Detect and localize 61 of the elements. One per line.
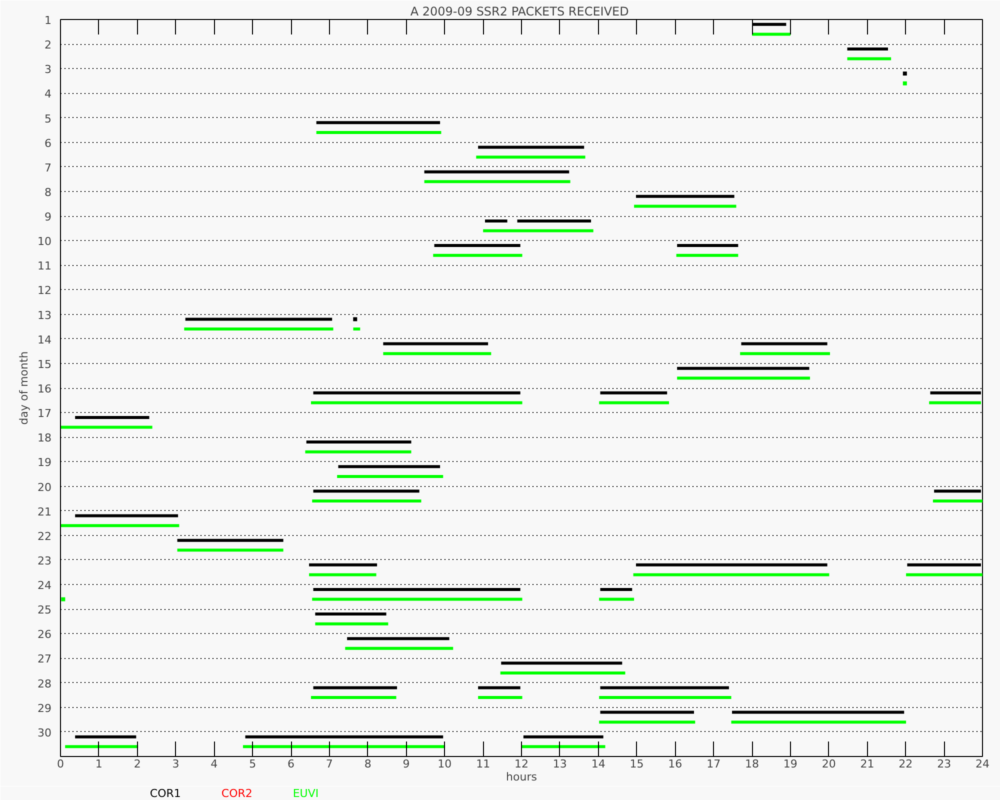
x-tick-label: 14: [591, 758, 606, 770]
text: COR1: [150, 787, 181, 800]
x-tick-label: 7: [326, 758, 333, 770]
x-tick-label: 15: [630, 758, 644, 770]
y-tick-label: 6: [44, 136, 52, 150]
y-tick-label: 3: [44, 63, 52, 76]
y-tick-label: 8: [44, 186, 52, 199]
y-tick-label: 10: [38, 235, 52, 248]
y-tick-label: 29: [38, 702, 52, 715]
y-tick-label: 11: [38, 260, 52, 273]
y-tick-label: 16: [38, 382, 52, 396]
y-tick-label: 26: [38, 628, 52, 642]
x-tick-label: 23: [937, 758, 952, 770]
x-tick-label: 24: [976, 758, 990, 770]
x-tick-label: 16: [668, 758, 682, 770]
x-tick-label: 20: [822, 758, 836, 770]
y-tick-label: 1: [44, 14, 52, 27]
y-tick-label: 20: [38, 480, 52, 494]
y-tick-label: 27: [38, 652, 52, 666]
y-tick-label: 24: [38, 579, 52, 592]
x-tick-label: 17: [706, 758, 721, 770]
text: EUVI: [292, 787, 319, 800]
x-tick-label: 4: [210, 758, 218, 770]
x-tick-label: 8: [364, 758, 372, 770]
y-tick-label: 14: [38, 333, 52, 346]
chart-title: A 2009-09 SSR2 PACKETS RECEIVED: [410, 4, 629, 18]
y-axis-title: day of month: [18, 351, 31, 425]
y-tick-label: 30: [38, 726, 52, 740]
x-tick-label: 18: [745, 758, 759, 770]
y-tick-label: 4: [44, 88, 52, 101]
x-tick-label: 21: [860, 758, 874, 770]
x-tick-label: 1: [95, 758, 102, 770]
y-tick-label: 12: [38, 284, 52, 298]
x-tick-label: 3: [172, 758, 180, 770]
x-tick-label: 12: [514, 758, 528, 770]
x-tick-label: 13: [552, 758, 567, 770]
x-tick-label: 6: [288, 758, 294, 770]
legend-label: COR2: [221, 787, 252, 800]
y-tick-label: 22: [38, 530, 52, 543]
y-tick-label: 25: [38, 604, 52, 617]
y-tick-label: 13: [38, 308, 52, 322]
y-tick-label: 2: [44, 38, 52, 52]
y-tick-label: 15: [38, 358, 52, 371]
y-tick-label: 17: [38, 407, 52, 420]
x-tick-label: 9: [402, 758, 410, 770]
x-tick-label: 2: [134, 758, 141, 770]
x-axis-title: hours: [506, 770, 538, 784]
x-tick-label: 10: [438, 758, 452, 770]
y-tick-label: 19: [38, 456, 52, 470]
x-tick-label: 22: [898, 758, 913, 770]
x-tick-label: 5: [249, 758, 256, 770]
y-tick-label: 9: [44, 210, 52, 224]
x-tick-label: 11: [476, 758, 490, 770]
y-tick-label: 28: [38, 677, 52, 690]
y-tick-label: 5: [44, 112, 52, 126]
y-tick-label: 18: [38, 432, 52, 445]
y-tick-label: 21: [38, 505, 52, 518]
x-tick-label: 19: [783, 758, 798, 770]
y-tick-label: 23: [38, 554, 52, 568]
x-tick-label: 0: [57, 758, 64, 770]
y-tick-label: 7: [44, 161, 52, 174]
